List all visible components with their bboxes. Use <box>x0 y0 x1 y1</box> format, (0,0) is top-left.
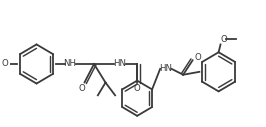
Text: O: O <box>78 84 85 93</box>
Text: O: O <box>220 35 227 44</box>
Text: HN: HN <box>113 59 126 68</box>
Text: O: O <box>1 59 8 68</box>
Text: O: O <box>194 53 201 62</box>
Text: O: O <box>134 84 140 93</box>
Text: NH: NH <box>64 59 77 68</box>
Text: HN: HN <box>159 64 172 73</box>
